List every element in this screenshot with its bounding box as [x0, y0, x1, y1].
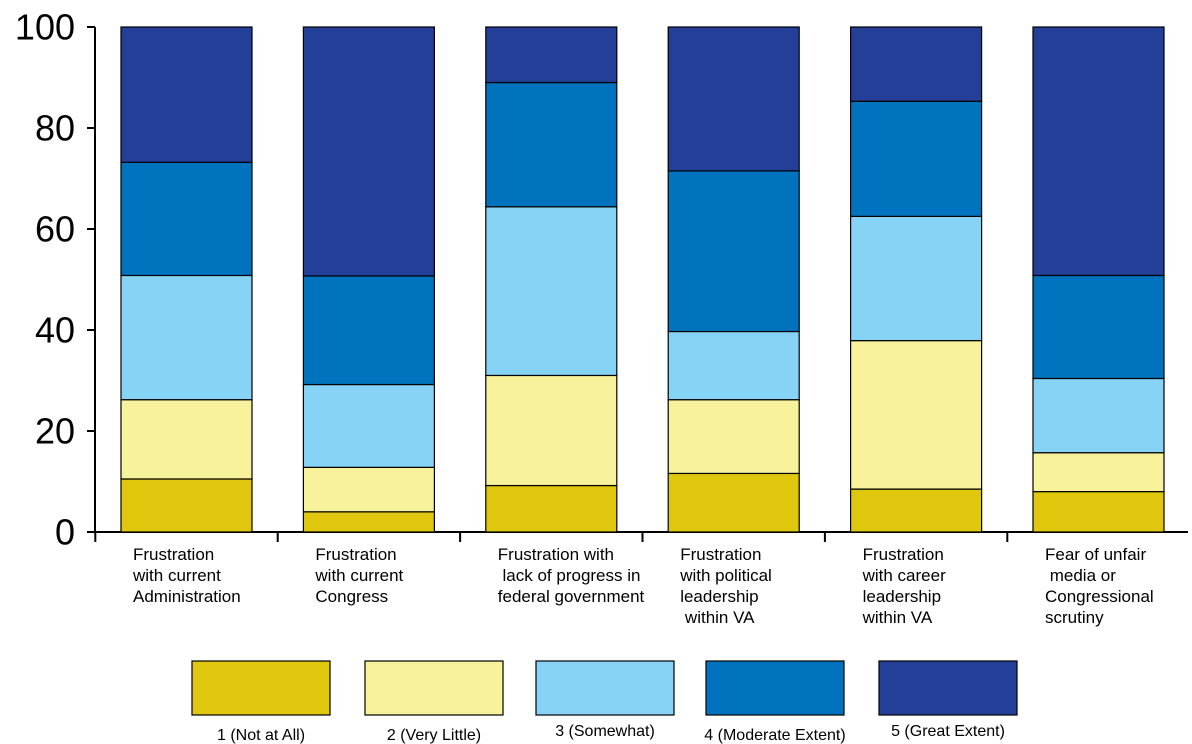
- y-tick-label: 60: [35, 209, 75, 250]
- category-label: Frustration with political leadership with…: [679, 545, 772, 627]
- legend-swatch: [364, 660, 504, 716]
- category-label: Frustration with lack of progress in fede…: [498, 545, 645, 606]
- bar-segment: [849, 215, 983, 342]
- category-label: Fear of unfair media or Congressional scru…: [1045, 545, 1154, 627]
- legend-label: 3 (Somewhat): [555, 723, 655, 740]
- bar-segment: [849, 340, 983, 490]
- category-label-line: Frustration with: [498, 545, 614, 564]
- bar-segment: [302, 275, 435, 386]
- x-axis: [94, 531, 1188, 542]
- bars: [120, 26, 1165, 533]
- category-label-line: with current: [132, 566, 221, 585]
- legend-label: 4 (Moderate Extent): [704, 727, 845, 744]
- category-label-line: scrutiny: [1045, 608, 1104, 627]
- bar-segment: [667, 170, 800, 333]
- category-label-line: leadership: [680, 587, 758, 606]
- category-label-line: lack of progress in: [498, 566, 641, 585]
- bar-segment: [849, 488, 983, 533]
- bar-segment: [667, 472, 800, 533]
- bar-segment: [485, 206, 618, 377]
- bar-segment: [1032, 274, 1165, 380]
- category-label-line: Frustration: [315, 545, 396, 564]
- bar-segment: [485, 81, 618, 208]
- category-label-line: within VA: [680, 608, 755, 627]
- bar-segment: [120, 161, 253, 277]
- category-label: Frustration with career leadership within V…: [862, 545, 946, 627]
- category-labels: Frustration with current AdministrationFru…: [132, 545, 1154, 627]
- legend-label: 1 (Not at All): [217, 727, 305, 744]
- category-label-line: Frustration: [680, 545, 761, 564]
- bar-segment: [667, 26, 800, 172]
- y-tick-label: 100: [15, 7, 75, 48]
- bar-segment: [1032, 377, 1165, 454]
- bar-segment: [302, 26, 435, 277]
- bar-segment: [485, 484, 618, 533]
- category-label-line: media or: [1045, 566, 1116, 585]
- legend-swatch: [535, 660, 675, 716]
- category-label-line: Frustration: [133, 545, 214, 564]
- y-tick-label: 80: [35, 108, 75, 149]
- legend: 1 (Not at All) 2 (Very Little) 3 (Somewhat…: [191, 660, 1018, 744]
- y-tick-label: 0: [55, 512, 75, 553]
- category-label: Frustration with current Congress: [314, 545, 403, 606]
- y-tick-label: 40: [35, 310, 75, 351]
- bar-segment: [485, 26, 618, 84]
- y-tick-label: 20: [35, 411, 75, 452]
- bar-segment: [1032, 452, 1165, 493]
- bar-segment: [667, 330, 800, 401]
- category-label-line: Congress: [315, 587, 388, 606]
- bar-segment: [120, 274, 253, 401]
- y-axis: 0 20 40 60 80 100: [15, 7, 96, 553]
- bar-segment: [302, 466, 435, 513]
- legend-swatch: [191, 660, 331, 716]
- bar-segment: [485, 374, 618, 487]
- category-label: Frustration with current Administration: [132, 545, 241, 606]
- category-label-line: within VA: [862, 608, 933, 627]
- bar-segment: [849, 100, 983, 217]
- category-label-line: Fear of unfair: [1045, 545, 1146, 564]
- category-label-line: Administration: [133, 587, 241, 606]
- bar-segment: [120, 478, 253, 533]
- legend-label: 5 (Great Extent): [891, 723, 1005, 740]
- bar-segment: [302, 383, 435, 468]
- category-label-line: leadership: [863, 587, 941, 606]
- legend-swatch: [878, 660, 1018, 716]
- bar-segment: [120, 26, 253, 163]
- legend-label: 2 (Very Little): [387, 727, 481, 744]
- category-label-line: with career: [862, 566, 946, 585]
- category-label-line: federal government: [498, 587, 645, 606]
- category-label-line: with current: [314, 566, 403, 585]
- legend-swatch: [705, 660, 845, 716]
- bar-segment: [849, 26, 983, 102]
- bar-segment: [1032, 491, 1165, 533]
- category-label-line: with political: [679, 566, 772, 585]
- bar-segment: [667, 399, 800, 475]
- bar-segment: [120, 399, 253, 480]
- bar-segment: [1032, 26, 1165, 277]
- bar-segment: [302, 511, 435, 533]
- category-label-line: Congressional: [1045, 587, 1154, 606]
- category-label-line: Frustration: [863, 545, 944, 564]
